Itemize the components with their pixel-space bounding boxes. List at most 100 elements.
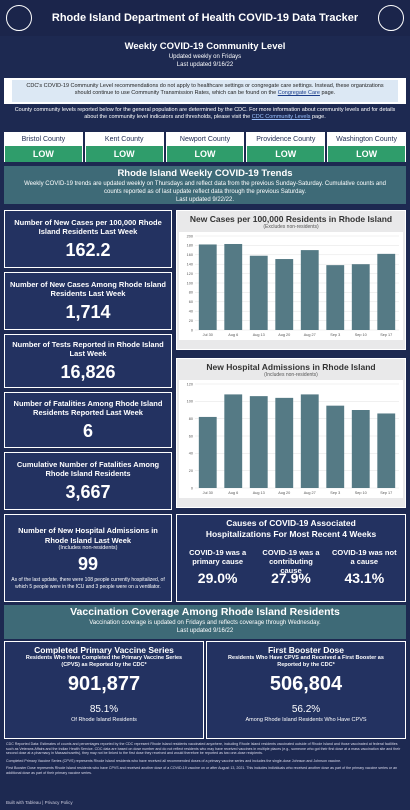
stat-label: Number of Tests Reported in Rhode Island… xyxy=(12,339,164,359)
trends-band: Rhode Island Weekly COVID-19 Trends Week… xyxy=(4,166,406,204)
stat-value: 16,826 xyxy=(60,361,116,382)
cause-label: COVID-19 was a contributing cause xyxy=(262,548,320,575)
stat-label: Number of Fatalities Among Rhode Island … xyxy=(13,398,163,418)
stat-label: Number of New Cases Among Rhode Island R… xyxy=(10,279,166,299)
y-tick-label: 200 xyxy=(187,234,193,238)
county-level: LOW xyxy=(85,146,163,162)
y-tick-label: 40 xyxy=(189,310,193,314)
card-percent-label: Among Rhode Island Residents Who Have CP… xyxy=(245,717,367,723)
county: Providence County LOW xyxy=(246,132,326,162)
y-tick-label: 0 xyxy=(191,486,193,490)
stat-value: 99 xyxy=(77,554,99,574)
section-title: Rhode Island Weekly COVID-19 Trends xyxy=(117,168,293,179)
note-link[interactable]: CDC Community Levels xyxy=(251,114,311,120)
x-tick-label: Aug 6 xyxy=(228,491,238,495)
card-subtitle: Residents Who Have CPVS and Received a F… xyxy=(228,655,384,668)
county: Kent County LOW xyxy=(84,132,164,162)
causes-card: Causes of COVID-19 Associated Hospitaliz… xyxy=(176,514,406,602)
note-text: County community levels reported below f… xyxy=(14,107,396,120)
bar xyxy=(326,265,345,330)
x-tick-label: Sep 10 xyxy=(355,491,367,495)
county-level: LOW xyxy=(247,146,325,162)
x-tick-label: Aug 6 xyxy=(228,333,238,337)
cause-value: 27.9% xyxy=(271,570,311,586)
x-tick-label: Jul 30 xyxy=(203,333,213,337)
bar xyxy=(377,253,396,330)
x-tick-label: Aug 27 xyxy=(304,491,316,495)
stat-card: Cumulative Number of Fatalities Among Rh… xyxy=(4,452,172,510)
bar xyxy=(377,413,396,488)
county-level: LOW xyxy=(5,146,82,162)
x-tick-label: Sep 17 xyxy=(380,491,392,495)
description: Vaccination coverage is updated on Frida… xyxy=(89,620,321,626)
notice-text: CDC's COVID-19 Community Level recommend… xyxy=(26,83,384,96)
county-name: Kent County xyxy=(85,133,163,146)
cause: COVID-19 was a contributing cause 27.9% xyxy=(258,548,324,586)
cause: COVID-19 was a primary cause 29.0% xyxy=(185,548,251,586)
x-tick-label: Jul 30 xyxy=(203,491,213,495)
card-title: First Booster Dose xyxy=(267,645,345,655)
county-name: Washington County xyxy=(328,133,405,146)
card-value: 506,804 xyxy=(269,673,343,695)
y-tick-label: 80 xyxy=(189,291,193,295)
cause-label: COVID-19 was not a cause xyxy=(332,548,397,566)
y-tick-label: 100 xyxy=(187,400,193,404)
chart-box: New Hospital Admissions in Rhode Island(… xyxy=(176,358,406,508)
card-percent: 85.1% xyxy=(89,704,119,715)
section-title: Weekly COVID-19 Community Level xyxy=(124,41,286,52)
y-tick-label: 60 xyxy=(189,434,193,438)
vaccination-card: First Booster Dose Residents Who Have CPV… xyxy=(206,641,406,739)
note: County community levels reported below f… xyxy=(10,107,400,121)
footer: Built with Tableau | Privacy Policy xyxy=(6,800,73,805)
x-tick-label: Aug 13 xyxy=(253,333,265,337)
chart-box: New Cases per 100,000 Residents in Rhode… xyxy=(176,210,406,350)
card-title: Completed Primary Vaccine Series xyxy=(34,645,174,655)
bar xyxy=(249,255,268,330)
chart: 0 20 40 60 80 100 120 140 160 180 200 Jul 30 Aug 6 Au… xyxy=(179,232,403,340)
notice: CDC's COVID-19 Community Level recommend… xyxy=(12,80,398,102)
county: Newport County LOW xyxy=(165,132,245,162)
stat-label: Number of New Cases per 100,000 Rhode Is… xyxy=(14,217,162,237)
county-name: Newport County xyxy=(166,133,244,146)
x-tick-label: Aug 20 xyxy=(278,333,290,337)
stat-detail: As of the last update, there were 108 pe… xyxy=(11,577,165,590)
footnotes: CDC Reported Data: Estimates of counts a… xyxy=(6,742,404,779)
card-percent: 56.2% xyxy=(291,704,321,715)
cause: COVID-19 was not a cause 43.1% xyxy=(331,548,397,586)
causes-title: Causes of COVID-19 Associated Hospitaliz… xyxy=(205,518,377,539)
stat-value: 162.2 xyxy=(65,239,111,260)
y-tick-label: 40 xyxy=(189,452,193,456)
x-tick-label: Aug 27 xyxy=(304,333,316,337)
chart-title: New Hospital Admissions in Rhode Island xyxy=(206,362,376,372)
bar xyxy=(351,264,370,330)
stat-card: Number of New Hospital Admissions in Rho… xyxy=(4,514,172,602)
bar xyxy=(275,397,294,488)
bar xyxy=(326,405,345,488)
county-level: LOW xyxy=(166,146,244,162)
bar xyxy=(275,259,294,330)
bar xyxy=(198,244,217,330)
card-percent-label: Of Rhode Island Residents xyxy=(71,717,137,723)
notice-box: CDC's COVID-19 Community Level recommend… xyxy=(4,78,406,104)
county-level: LOW xyxy=(328,146,405,162)
y-tick-label: 160 xyxy=(187,253,193,257)
stat-label: Cumulative Number of Fatalities Among Rh… xyxy=(16,459,160,479)
header-title: Rhode Island Department of Health COVID-… xyxy=(51,12,359,24)
chart: 0 20 40 60 80 100 120 Jul 30 Aug 6 Aug 13 Aug 20 Au… xyxy=(179,380,403,498)
stat-card: Number of New Cases per 100,000 Rhode Is… xyxy=(4,210,172,268)
y-tick-label: 100 xyxy=(187,281,193,285)
stat-value: 3,667 xyxy=(65,481,111,502)
county: Bristol County LOW xyxy=(4,132,83,162)
community-band: Weekly COVID-19 Community Level Updated … xyxy=(4,38,406,78)
cause-value: 29.0% xyxy=(197,570,238,586)
note-end: page. xyxy=(312,114,326,120)
cause-value: 43.1% xyxy=(344,570,385,586)
causes-items: COVID-19 was a primary cause 29.0% COVID-1… xyxy=(181,548,401,586)
x-tick-label: Aug 20 xyxy=(278,491,290,495)
footnote: Completed Primary Vaccine Series (CPVS) … xyxy=(6,758,342,763)
footnote: CDC Reported Data: Estimates of counts a… xyxy=(6,742,401,756)
notice-link[interactable]: Congregate Care xyxy=(277,90,320,96)
county-row: Bristol County LOW Kent County LOW Newport C… xyxy=(4,132,406,162)
vaccination-band: Vaccination Coverage Among Rhode Island … xyxy=(4,605,406,639)
